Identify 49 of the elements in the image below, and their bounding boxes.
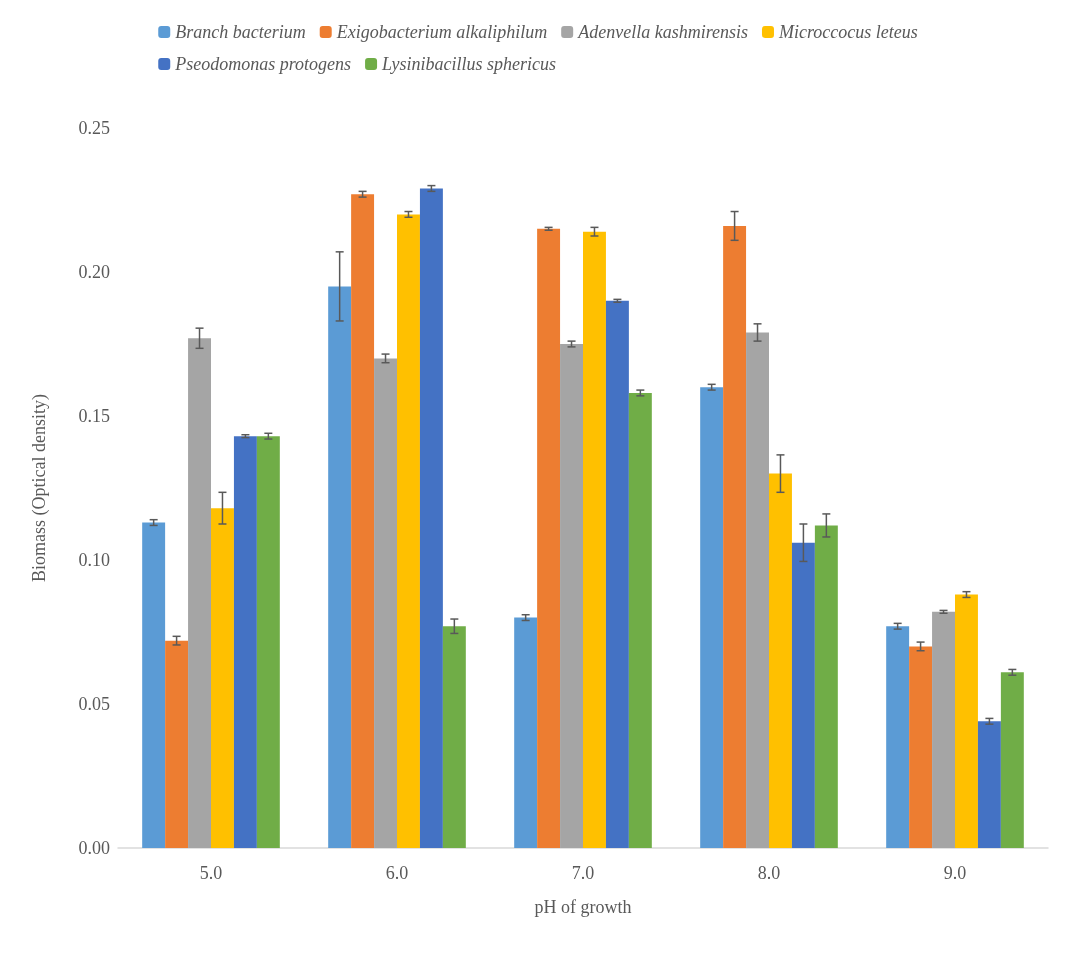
y-tick-label: 0.20 bbox=[78, 262, 110, 282]
x-tick-label: 7.0 bbox=[571, 863, 595, 883]
bar bbox=[723, 225, 747, 848]
bar bbox=[814, 525, 838, 848]
bar bbox=[955, 594, 978, 848]
bar bbox=[142, 522, 166, 848]
bar bbox=[328, 286, 352, 848]
bar bbox=[583, 231, 606, 848]
bar bbox=[188, 338, 211, 848]
bar bbox=[442, 626, 466, 848]
x-tick-label: 5.0 bbox=[199, 863, 223, 883]
bar bbox=[397, 214, 420, 848]
bar bbox=[165, 640, 189, 848]
bar bbox=[909, 646, 933, 848]
bar bbox=[769, 473, 792, 848]
legend-label: Microccocus leteus bbox=[777, 22, 918, 42]
legend-label: Pseodomonas protogens bbox=[174, 54, 352, 74]
legend-label: Exigobacterium alkaliphilum bbox=[335, 22, 548, 42]
bar bbox=[233, 436, 257, 848]
bar bbox=[932, 611, 955, 848]
bar bbox=[419, 188, 443, 848]
bar bbox=[977, 721, 1001, 848]
bar bbox=[605, 300, 629, 848]
bar bbox=[628, 392, 652, 848]
bar bbox=[560, 344, 583, 848]
x-axis-title: pH of growth bbox=[534, 897, 632, 917]
bar bbox=[256, 436, 280, 848]
y-axis-title: Biomass (Optical density) bbox=[29, 394, 50, 582]
bar bbox=[1000, 672, 1024, 848]
legend-label: Adenvella kashmirensis bbox=[577, 22, 748, 42]
x-tick-label: 6.0 bbox=[385, 863, 409, 883]
y-tick-label: 0.15 bbox=[78, 406, 110, 426]
y-tick-label: 0.05 bbox=[78, 694, 110, 714]
x-tick-label: 8.0 bbox=[757, 863, 781, 883]
bar bbox=[351, 194, 375, 848]
bar bbox=[537, 228, 561, 848]
y-tick-label: 0.00 bbox=[78, 838, 110, 858]
bar bbox=[746, 332, 769, 848]
bar bbox=[886, 626, 910, 848]
bar bbox=[211, 508, 234, 848]
y-tick-label: 0.10 bbox=[78, 550, 110, 570]
legend-label: Lysinibacillus sphericus bbox=[381, 54, 557, 74]
bar bbox=[374, 358, 397, 848]
x-tick-label: 9.0 bbox=[943, 863, 967, 883]
y-tick-label: 0.25 bbox=[78, 118, 110, 138]
bar bbox=[791, 542, 815, 848]
legend-label: Branch bacterium bbox=[175, 22, 306, 42]
bar bbox=[514, 617, 538, 848]
bar bbox=[700, 387, 724, 848]
